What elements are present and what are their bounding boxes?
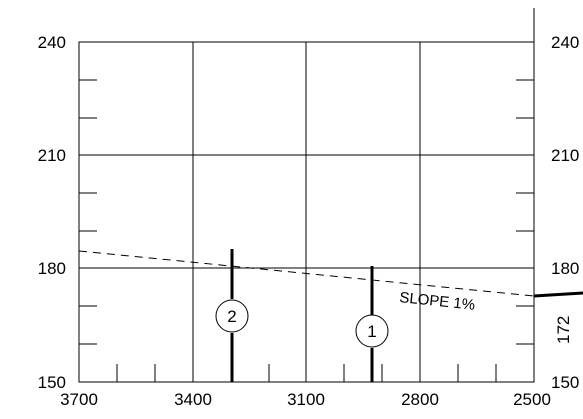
slope-line: [78, 250, 535, 297]
label-layer: 240 210 180 150 240 210 180 150 3700 340…: [38, 33, 580, 409]
y-tick-label-left-210: 210: [38, 146, 66, 165]
marker-2-label: 2: [227, 307, 236, 326]
grid-layer: [78, 8, 535, 383]
slope-layer: SLOPE 1% 172: [78, 250, 583, 344]
x-tick-label-3700: 3700: [60, 390, 98, 409]
x-tick-label-2800: 2800: [401, 390, 439, 409]
slope-label: SLOPE 1%: [399, 289, 476, 314]
marker-layer: 2 1: [215, 249, 389, 382]
y-tick-label-left-180: 180: [38, 259, 66, 278]
marker-1-circle: [355, 314, 389, 348]
y-tick-label-right-210: 210: [551, 146, 579, 165]
y-tick-label-right-240: 240: [551, 33, 579, 52]
slope-end-value-label: 172: [554, 316, 573, 344]
marker-1-label: 1: [367, 322, 376, 341]
y-tick-label-left-240: 240: [38, 33, 66, 52]
y-tick-label-right-180: 180: [551, 259, 579, 278]
x-tick-label-3100: 3100: [287, 390, 325, 409]
x-tick-label-3400: 3400: [174, 390, 212, 409]
y-tick-label-right-150: 150: [551, 373, 579, 392]
marker-2-circle: [215, 299, 249, 333]
slope-line-continuation: [533, 291, 583, 298]
y-tick-label-left-150: 150: [38, 373, 66, 392]
x-tick-label-2500: 2500: [513, 390, 551, 409]
